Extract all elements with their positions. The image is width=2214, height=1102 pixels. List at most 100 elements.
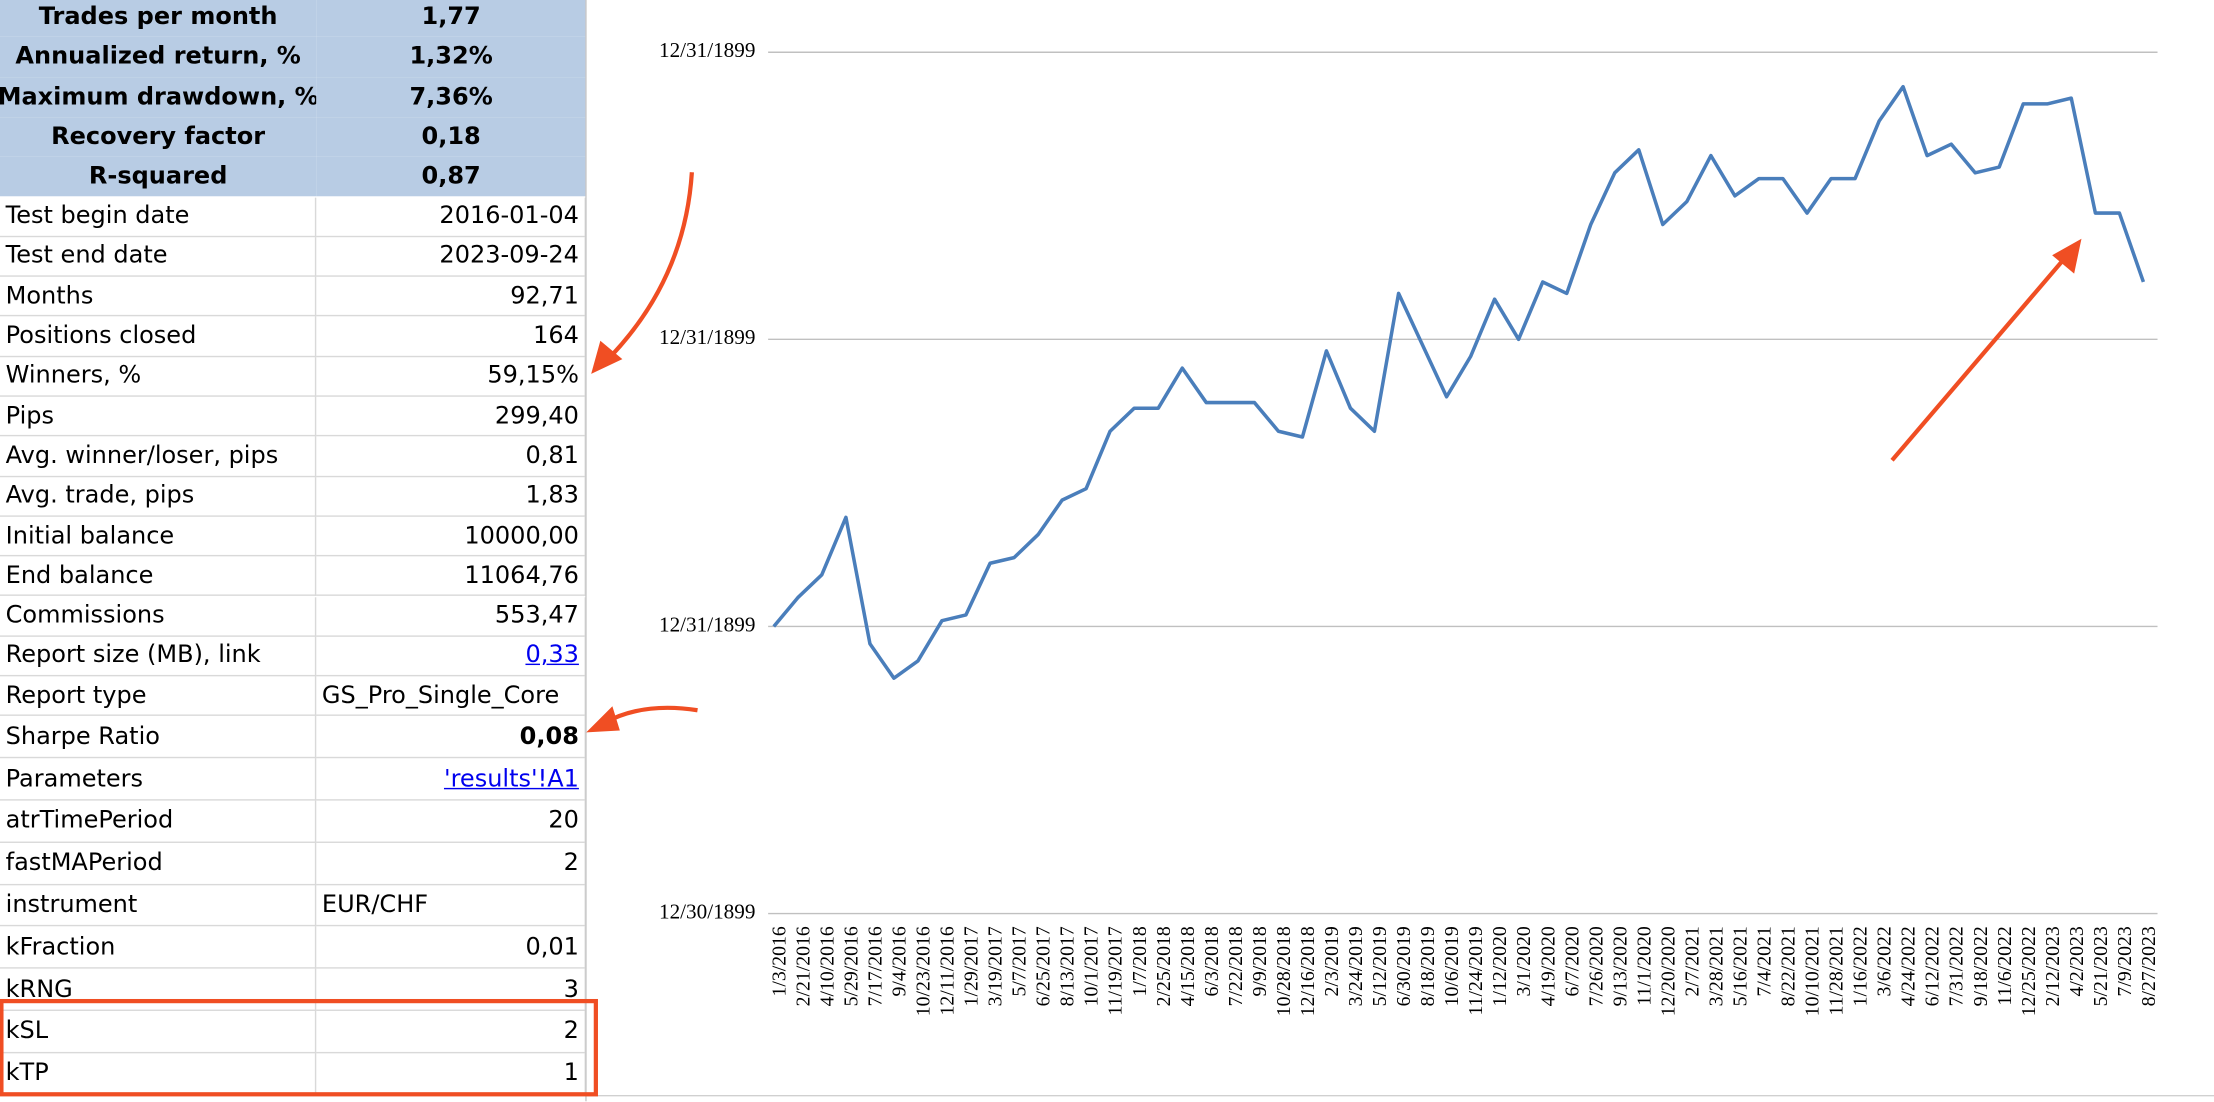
x-tick-label: 3/1/2020 <box>1513 926 1535 996</box>
x-tick-label: 6/30/2019 <box>1393 926 1415 1006</box>
x-tick-label: 5/7/2017 <box>1009 926 1031 996</box>
summary-label: R-squared <box>0 156 317 197</box>
x-tick-label: 1/29/2017 <box>961 926 983 1006</box>
row-label: Winners, % <box>0 356 317 397</box>
x-tick-label: 4/19/2020 <box>1537 926 1559 1006</box>
x-tick-label: 1/12/2020 <box>1489 926 1511 1006</box>
x-tick-label: 5/29/2016 <box>840 926 862 1006</box>
row-label: kFraction <box>0 926 317 969</box>
x-tick-label: 8/27/2023 <box>2138 926 2160 1006</box>
x-tick-label: 12/16/2018 <box>1297 926 1319 1016</box>
x-tick-label: 4/15/2018 <box>1177 926 1199 1006</box>
row-value: 59,15% <box>316 356 586 397</box>
x-tick-label: 11/6/2022 <box>1994 926 2016 1005</box>
x-tick-label: 11/24/2019 <box>1465 926 1487 1015</box>
y-tick-label: 12/31/1899 <box>659 325 755 349</box>
row-label: Pips <box>0 396 317 437</box>
x-tick-label: 4/24/2022 <box>1898 926 1920 1006</box>
annotations <box>0 172 2082 1097</box>
x-tick-label: 7/31/2022 <box>1946 926 1968 1006</box>
summary-value: 0,18 <box>316 117 586 157</box>
summary-value: 1,32% <box>316 37 586 78</box>
summary-value: 7,36% <box>316 77 586 118</box>
x-tick-label: 10/6/2019 <box>1441 926 1463 1006</box>
row-label: End balance <box>0 556 317 597</box>
x-tick-label: 7/9/2023 <box>2114 926 2136 996</box>
x-tick-label: 12/25/2022 <box>2018 926 2040 1016</box>
x-tick-label: 6/7/2020 <box>1561 926 1583 996</box>
row-value: 11064,76 <box>316 556 586 597</box>
data-line <box>772 84 2146 680</box>
row-value[interactable]: 'results'!A1 <box>316 758 586 801</box>
x-tick-label: 6/25/2017 <box>1033 926 1055 1006</box>
x-tick-label: 3/19/2017 <box>985 926 1007 1006</box>
x-tick-label: 10/1/2017 <box>1081 926 1103 1006</box>
x-tick-label: 4/2/2023 <box>2066 926 2088 996</box>
arrow-head <box>591 340 623 374</box>
row-label: fastMAPeriod <box>0 842 317 885</box>
x-tick-label: 8/18/2019 <box>1417 926 1439 1006</box>
link[interactable]: 0,33 <box>525 641 579 670</box>
x-tick-label: 7/4/2021 <box>1754 926 1776 996</box>
row-label: Sharpe Ratio <box>0 716 317 759</box>
x-tick-label: 5/12/2019 <box>1369 926 1391 1006</box>
row-label: instrument <box>0 884 317 927</box>
x-tick-label: 3/6/2022 <box>1874 926 1896 996</box>
row-label: Avg. trade, pips <box>0 476 317 517</box>
row-label: kSL <box>0 1010 317 1054</box>
x-tick-label: 3/28/2021 <box>1705 926 1727 1006</box>
row-label: Positions closed <box>0 316 317 357</box>
summary-label: Maximum drawdown, % <box>0 77 317 118</box>
row-label: Report type <box>0 676 317 717</box>
row-label: Avg. winner/loser, pips <box>0 436 317 477</box>
x-tick-label: 1/7/2018 <box>1129 926 1151 996</box>
x-tick-label: 9/18/2022 <box>1970 926 1992 1006</box>
x-tick-label: 2/3/2019 <box>1321 926 1343 996</box>
x-tick-label: 2/25/2018 <box>1153 926 1175 1006</box>
x-tick-label: 3/24/2019 <box>1345 926 1367 1006</box>
x-tick-label: 11/19/2017 <box>1105 926 1127 1015</box>
x-tick-label: 4/10/2016 <box>816 926 838 1006</box>
x-tick-label: 7/22/2018 <box>1225 926 1247 1006</box>
x-tick-label: 8/13/2017 <box>1057 926 1079 1006</box>
arrow-head <box>586 706 620 733</box>
x-tick-label: 7/26/2020 <box>1585 926 1607 1006</box>
arrow <box>602 172 694 365</box>
x-tick-label: 9/4/2016 <box>889 926 911 996</box>
x-tick-label: 6/12/2022 <box>1922 926 1944 1006</box>
row-value[interactable]: 0,33 <box>316 636 586 677</box>
x-tick-label: 9/9/2018 <box>1249 926 1271 996</box>
y-tick-label: 12/31/1899 <box>659 38 755 62</box>
x-tick-label: 11/28/2021 <box>1826 926 1848 1015</box>
summary-label: Recovery factor <box>0 117 317 157</box>
x-tick-label: 6/3/2018 <box>1201 926 1223 996</box>
link[interactable]: 'results'!A1 <box>443 764 579 793</box>
x-tick-label: 7/17/2016 <box>864 926 886 1006</box>
row-label: atrTimePeriod <box>0 800 317 843</box>
x-tick-label: 11/1/2020 <box>1633 926 1655 1005</box>
row-value: 2016-01-04 <box>316 196 586 237</box>
highlight-box <box>0 998 598 1097</box>
arrow-head <box>2052 238 2082 274</box>
x-tick-label: 10/10/2021 <box>1802 926 1824 1016</box>
row-value: 0,01 <box>316 926 586 969</box>
summary-value: 1,77 <box>316 0 586 38</box>
row-value: EUR/CHF <box>316 884 586 927</box>
row-label: kRNG <box>0 968 317 1011</box>
x-tick-label: 1/16/2022 <box>1850 926 1872 1006</box>
row-value: 2023-09-24 <box>316 236 586 277</box>
x-tick-label: 5/21/2023 <box>2090 926 2112 1006</box>
row-label: Parameters <box>0 758 317 801</box>
x-tick-label: 2/7/2021 <box>1681 926 1703 996</box>
x-tick-label: 10/23/2016 <box>913 926 935 1016</box>
x-tick-label: 2/21/2016 <box>792 926 814 1006</box>
x-tick-label: 12/20/2020 <box>1657 926 1679 1016</box>
y-tick-label: 12/30/1899 <box>659 899 755 923</box>
plot-area: 12/30/1899 12/31/1899 12/31/1899 12/31/1899… <box>659 38 2160 1016</box>
summary-value: 0,87 <box>316 156 586 197</box>
row-label: Months <box>0 276 317 317</box>
row-label: Commissions <box>0 596 317 637</box>
x-tick-label: 8/22/2021 <box>1778 926 1800 1006</box>
